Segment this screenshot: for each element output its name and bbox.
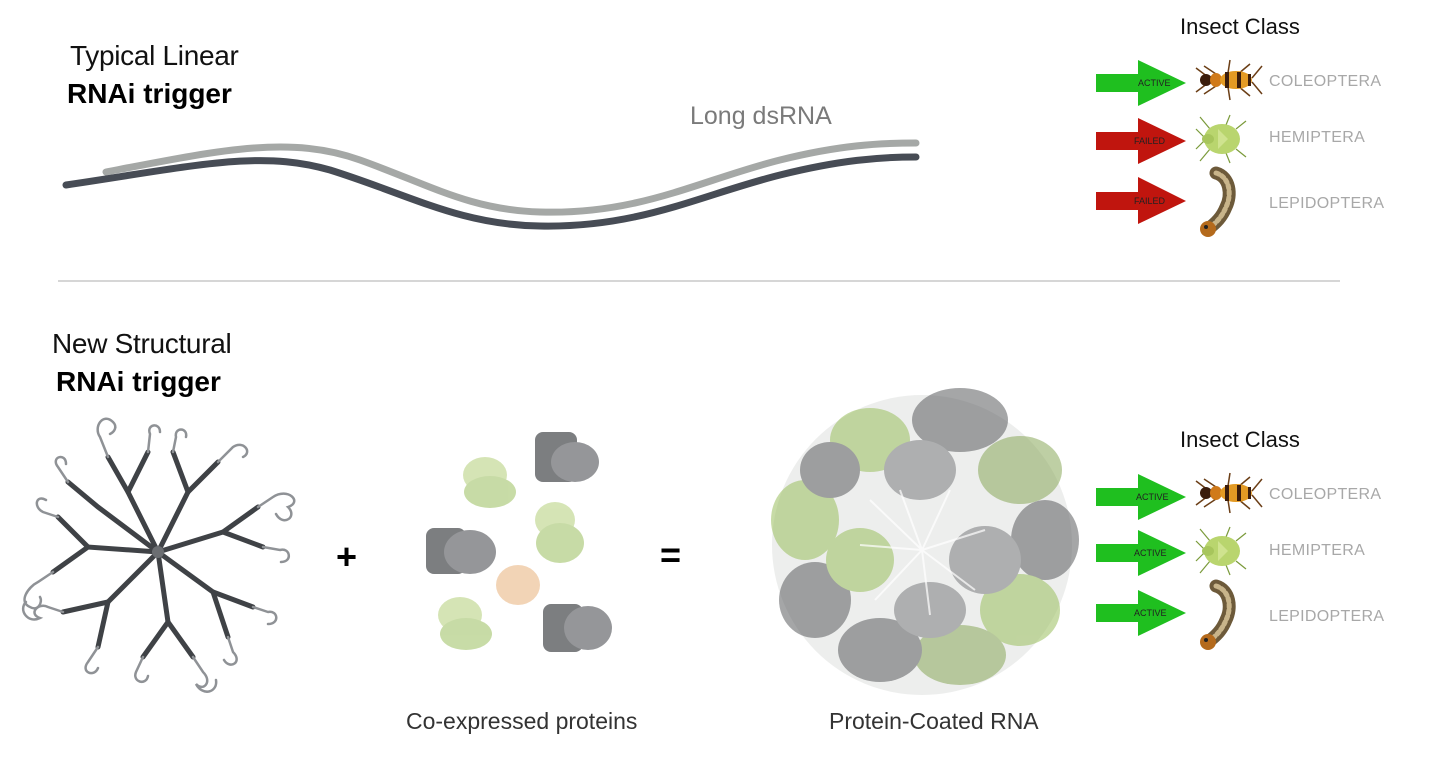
- protein-gray-1: [535, 432, 599, 482]
- structural-rna-arms: [50, 449, 266, 660]
- bottom-class-name-3: LEPIDOPTERA: [1269, 608, 1385, 625]
- top-result-arrow-1: [1096, 60, 1186, 106]
- bottom-result-status-3: ACTIVE: [1134, 608, 1167, 618]
- bottom-result-status-2: ACTIVE: [1134, 548, 1167, 558]
- bottom-title-line1: New Structural: [52, 328, 232, 359]
- protein-coated-rna-label: Protein-Coated RNA: [829, 708, 1039, 734]
- protein-green-2: [535, 502, 584, 563]
- top-insect-class-header: Insect Class: [1180, 14, 1300, 39]
- dsrna-antisense-strand: [62, 153, 920, 230]
- long-dsrna-label: Long dsRNA: [690, 102, 832, 130]
- top-result-arrow-3: [1096, 177, 1186, 224]
- top-title-line2: RNAi trigger: [67, 78, 232, 109]
- stink-bug-icon: [1195, 526, 1247, 576]
- bottom-title-line2: RNAi trigger: [56, 366, 221, 397]
- protein-green-1: [463, 457, 516, 508]
- top-result-status-2: FAILED: [1134, 136, 1166, 146]
- bottom-insect-class-header: Insect Class: [1180, 427, 1300, 452]
- top-class-name-3: LEPIDOPTERA: [1269, 195, 1385, 212]
- equals-operator: =: [660, 534, 682, 575]
- top-result-arrow-2: [1096, 118, 1186, 164]
- top-title-line1: Typical Linear: [70, 40, 239, 71]
- top-result-status-1: ACTIVE: [1138, 78, 1171, 88]
- caterpillar-icon: [1200, 579, 1236, 650]
- bottom-class-name-1: COLEOPTERA: [1269, 486, 1382, 503]
- protein-gray-2: [426, 528, 496, 574]
- bottom-result-status-1: ACTIVE: [1136, 492, 1169, 502]
- co-expressed-proteins-label: Co-expressed proteins: [406, 708, 638, 734]
- caterpillar-icon: [1200, 166, 1236, 237]
- top-class-name-1: COLEOPTERA: [1269, 73, 1382, 90]
- protein-coated-rna-icon: [771, 388, 1079, 695]
- structural-rna-icon: [21, 417, 296, 693]
- dsrna-sense-strand: [102, 139, 920, 216]
- long-dsrna-strands: [62, 139, 920, 230]
- beetle-icon: [1195, 472, 1263, 514]
- stink-bug-icon: [1195, 114, 1247, 164]
- top-class-name-2: HEMIPTERA: [1269, 129, 1366, 146]
- bottom-result-arrow-3: [1096, 590, 1186, 636]
- co-expressed-proteins-icon: [426, 432, 612, 652]
- protein-gray-3: [543, 604, 612, 652]
- beetle-icon: [1195, 59, 1263, 101]
- plus-operator: +: [336, 536, 358, 577]
- top-result-status-3: FAILED: [1134, 196, 1166, 206]
- bottom-class-name-2: HEMIPTERA: [1269, 542, 1366, 559]
- bottom-result-arrow-2: [1096, 530, 1186, 576]
- protein-orange: [496, 565, 540, 605]
- bottom-result-arrow-1: [1096, 474, 1186, 520]
- protein-green-3: [438, 597, 492, 650]
